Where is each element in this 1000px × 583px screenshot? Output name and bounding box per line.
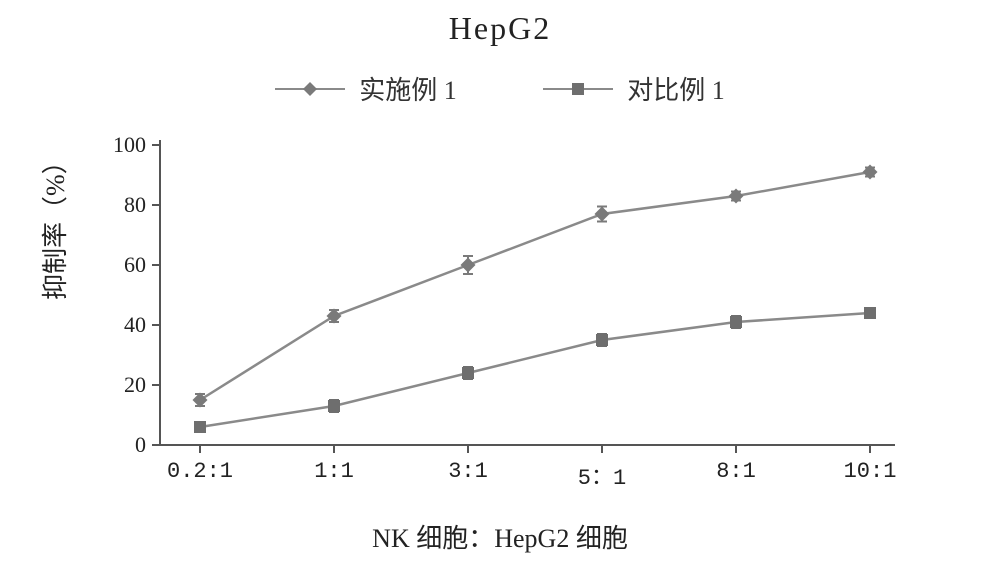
- x-tick-label: 10:1: [844, 459, 897, 484]
- legend-label-series2: 对比例 1: [627, 70, 725, 107]
- plot-svg: [150, 135, 910, 475]
- x-tick-label: 0.2:1: [167, 459, 233, 484]
- legend-swatch-series1: [275, 77, 345, 101]
- y-tick-label: 0: [96, 432, 146, 458]
- x-tick-label: 3:1: [448, 459, 488, 484]
- legend-label-series1: 实施例 1: [359, 70, 457, 107]
- x-axis-label: NK 细胞：HepG2 细胞: [0, 518, 1000, 555]
- diamond-icon: [303, 82, 317, 96]
- legend: 实施例 1 对比例 1: [0, 70, 1000, 108]
- legend-item-series2: 对比例 1: [543, 70, 725, 107]
- legend-item-series1: 实施例 1: [275, 70, 457, 107]
- x-tick-label: 1:1: [314, 459, 354, 484]
- y-tick-label: 20: [96, 372, 146, 398]
- y-axis-label: 抑制率（%）: [35, 148, 72, 300]
- y-tick-label: 40: [96, 312, 146, 338]
- y-tick-label: 80: [96, 192, 146, 218]
- plot-area: [150, 135, 910, 475]
- square-icon: [571, 82, 585, 96]
- x-tick-label: 5：1: [578, 459, 626, 491]
- y-tick-label: 60: [96, 252, 146, 278]
- legend-swatch-series2: [543, 77, 613, 101]
- chart-title: HepG2: [0, 10, 1000, 47]
- x-tick-label: 8:1: [716, 459, 756, 484]
- y-tick-label: 100: [96, 132, 146, 158]
- chart-container: HepG2 实施例 1 对比例 1 抑制率（%） NK 细胞：HepG2 细胞: [0, 0, 1000, 583]
